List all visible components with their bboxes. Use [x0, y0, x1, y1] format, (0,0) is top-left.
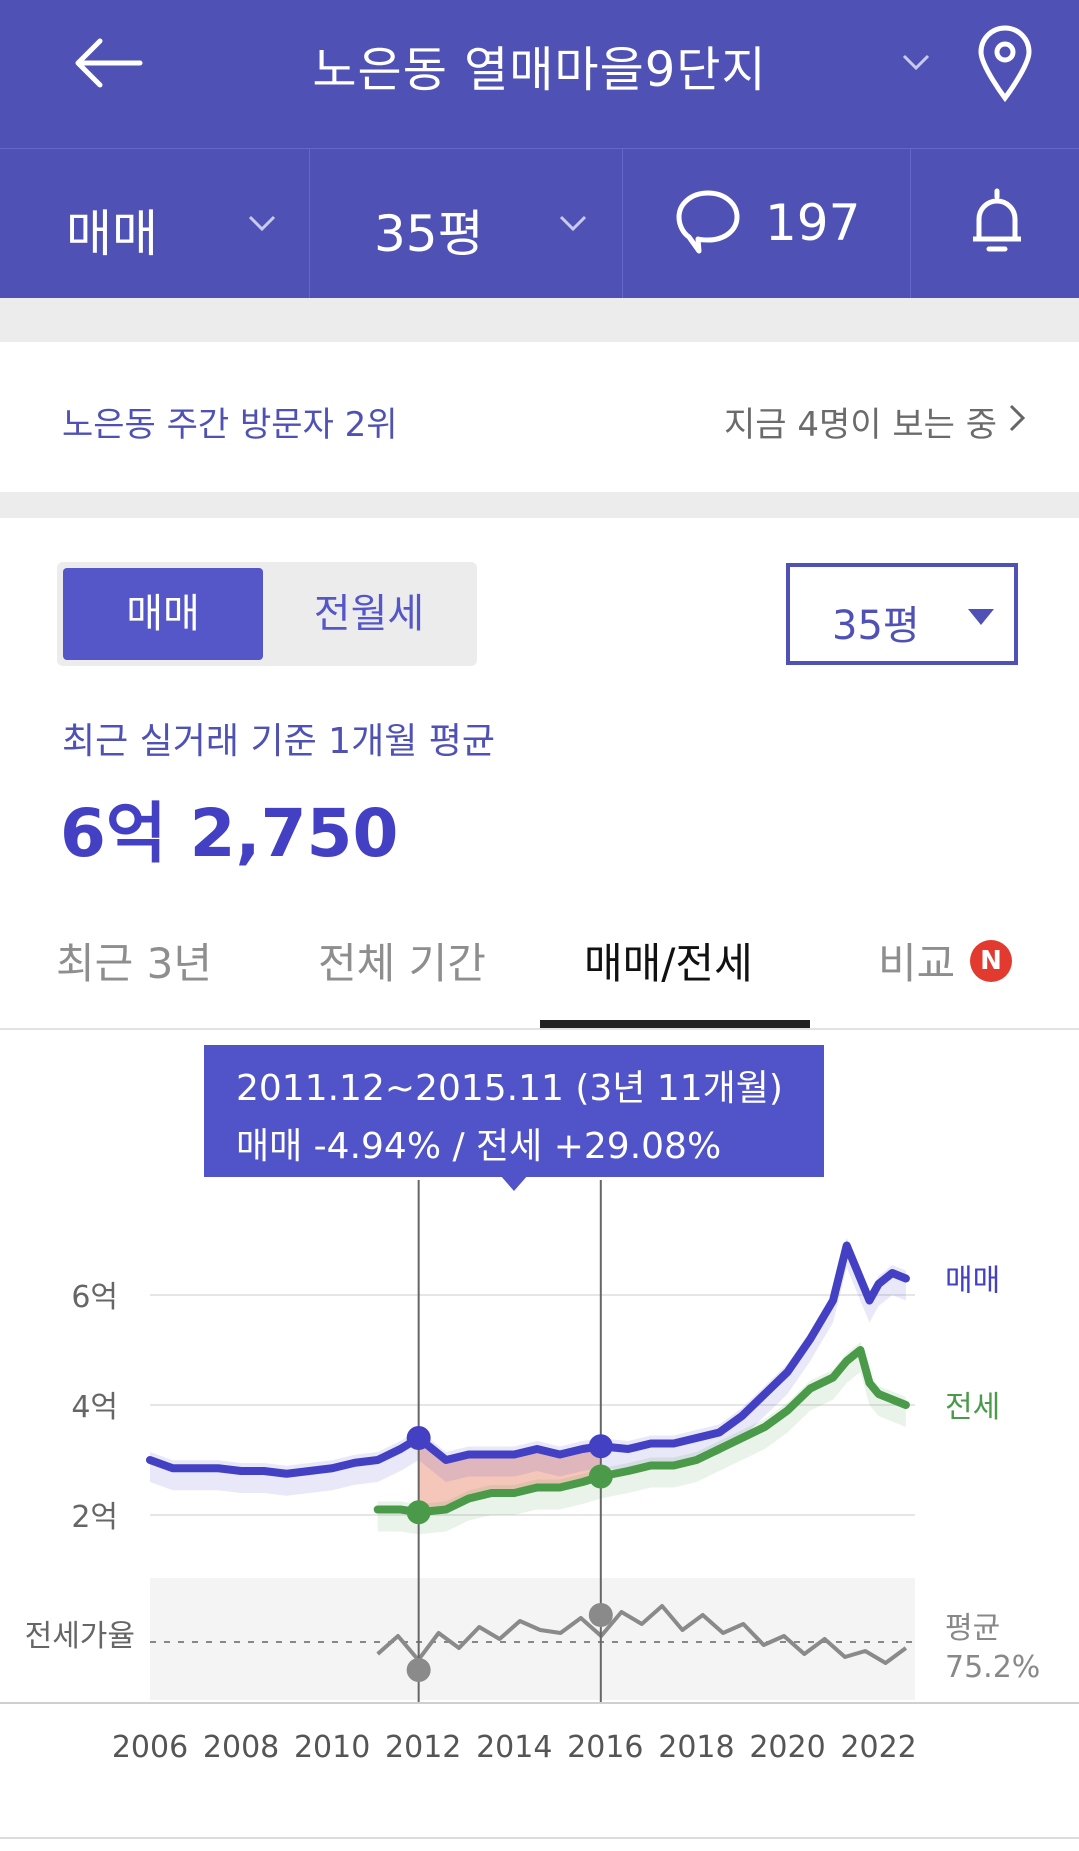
size-label: 35평	[374, 205, 484, 263]
current-viewers-text: 지금 4명이 보는 중	[723, 405, 997, 445]
x-tick-label: 2006	[112, 1730, 188, 1765]
header-filter-row: 매매 35평 197	[0, 148, 1079, 299]
jeonse-price-line[interactable]	[373, 1346, 910, 1517]
chevron-down-icon	[248, 215, 276, 232]
x-tick-label: 2014	[476, 1730, 552, 1765]
sale-series-label: 매매	[945, 1264, 1000, 1299]
location-pin-icon	[978, 25, 1032, 103]
period-tooltip: 2011.12~2015.11 (3년 11개월) 매매 -4.94% / 전세…	[204, 1045, 824, 1177]
jeonse-ratio-line	[376, 1604, 908, 1665]
series-range-band	[377, 1342, 906, 1535]
tooltip-period: 2011.12~2015.11 (3년 11개월)	[236, 1068, 783, 1109]
back-arrow-icon	[75, 38, 143, 88]
app-header: 노은동 열매마을9단지 매매 35평	[0, 0, 1079, 299]
bottom-divider	[0, 1837, 1079, 1839]
section-divider	[0, 298, 1079, 342]
trade-type-toggle: 매매 전월세	[57, 562, 477, 666]
x-tick-label: 2020	[749, 1730, 825, 1765]
title-dropdown-button[interactable]	[896, 42, 936, 82]
size-dropdown[interactable]: 35평	[786, 563, 1018, 665]
tab-recent-3-years[interactable]: 최근 3년	[56, 939, 212, 988]
visitor-info-bar[interactable]: 노은동 주간 방문자 2위 지금 4명이 보는 중	[0, 342, 1079, 492]
tab-sale-vs-jeonse[interactable]: 매매/전세	[584, 939, 753, 988]
average-price-label: 최근 실거래 기준 1개월 평균	[62, 721, 495, 762]
size-dropdown-value: 35평	[832, 603, 920, 649]
trade-type-selector[interactable]: 매매	[0, 149, 310, 299]
ratio-average-label: 평균	[945, 1611, 1000, 1646]
average-price-value: 6억 2,750	[60, 795, 399, 872]
comments-button[interactable]: 197	[623, 149, 911, 299]
y-tick-label: 4억	[71, 1390, 118, 1425]
x-tick-label: 2010	[294, 1730, 370, 1765]
ratio-band	[150, 1578, 915, 1700]
active-tab-indicator	[540, 1020, 810, 1028]
notification-button[interactable]	[911, 149, 1079, 299]
chart-tabs: 최근 3년 전체 기간 매매/전세 비교	[0, 900, 1079, 1030]
x-tick-label: 2012	[385, 1730, 461, 1765]
chevron-right-icon	[1009, 404, 1026, 432]
x-tick-label: 2022	[840, 1730, 916, 1765]
tooltip-change: 매매 -4.94% / 전세 +29.08%	[236, 1126, 722, 1167]
jeonse-marker-dot	[406, 1500, 431, 1525]
back-button[interactable]	[70, 28, 150, 98]
location-button[interactable]	[975, 24, 1035, 104]
sale-price-line[interactable]	[146, 1241, 910, 1478]
visitor-rank-text: 노은동 주간 방문자 2위	[62, 405, 398, 445]
sale-marker-dot	[406, 1426, 431, 1450]
jeonse-marker-dot	[588, 1464, 613, 1489]
x-tick-label: 2008	[203, 1730, 279, 1765]
y-tick-label: 6억	[71, 1280, 118, 1315]
trade-type-label: 매매	[66, 205, 158, 263]
x-tick-label: 2016	[567, 1730, 643, 1765]
chevron-down-icon	[559, 215, 587, 232]
caret-down-icon	[968, 609, 994, 625]
toggle-rent[interactable]: 전월세	[313, 591, 425, 637]
toggle-sale[interactable]: 매매	[63, 568, 263, 660]
ratio-average-value: 75.2%	[945, 1650, 1040, 1685]
complex-title[interactable]: 노은동 열매마을9단지	[312, 42, 767, 98]
new-badge: N	[970, 940, 1012, 982]
x-tick-label: 2018	[658, 1730, 734, 1765]
jeonse-series-label: 전세	[945, 1390, 1000, 1425]
bell-icon	[973, 188, 1021, 252]
ratio-marker-dot	[406, 1658, 431, 1682]
tooltip-pointer	[500, 1175, 528, 1191]
section-divider	[0, 492, 1079, 518]
size-selector[interactable]: 35평	[310, 149, 623, 299]
tab-compare[interactable]: 비교	[878, 939, 956, 988]
chevron-down-icon	[902, 54, 930, 71]
header-title-row: 노은동 열매마을9단지	[0, 0, 1079, 148]
ratio-label: 전세가율	[25, 1619, 135, 1654]
y-tick-label: 2억	[71, 1500, 118, 1535]
sale-marker-dot	[588, 1434, 613, 1459]
ratio-marker-dot	[588, 1603, 613, 1627]
comment-bubble-icon	[676, 190, 740, 254]
comment-count: 197	[765, 194, 861, 252]
tab-all-period[interactable]: 전체 기간	[318, 939, 486, 988]
